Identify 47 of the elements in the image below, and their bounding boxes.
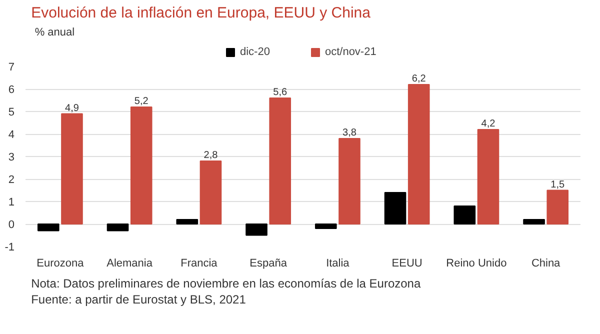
source-note: Fuente: a partir de Eurostat y BLS, 2021 xyxy=(31,292,246,306)
data-label: 4,9 xyxy=(65,102,80,114)
y-tick-label: 7 xyxy=(8,62,15,74)
bar xyxy=(61,113,83,224)
y-tick-label: -1 xyxy=(4,242,14,254)
data-label: 4,2 xyxy=(481,118,496,130)
data-label: 1,5 xyxy=(550,179,565,190)
x-tick-label: Alemania xyxy=(106,258,154,270)
bar xyxy=(523,219,545,224)
x-tick-label: España xyxy=(250,258,288,270)
bar xyxy=(546,190,569,224)
data-label: 6,2 xyxy=(412,74,426,84)
bar xyxy=(246,224,268,236)
data-label: 2,8 xyxy=(204,150,218,161)
data-label: 5,6 xyxy=(273,87,288,98)
y-tick-label: 0 xyxy=(8,219,15,231)
bar xyxy=(454,206,476,224)
bar xyxy=(314,224,337,229)
y-tick-label: 5 xyxy=(8,106,15,118)
bar xyxy=(106,224,129,232)
x-tick-label: Eurozona xyxy=(36,258,85,270)
bar xyxy=(338,138,360,224)
y-tick-label: 3 xyxy=(8,152,15,164)
bar xyxy=(477,129,500,224)
y-tick-label: 2 xyxy=(8,174,15,186)
x-tick-label: EEUU xyxy=(392,258,422,270)
bar xyxy=(200,160,222,224)
data-label: 3,8 xyxy=(342,128,357,138)
data-label: 5,2 xyxy=(134,96,149,107)
bar xyxy=(408,84,430,224)
bar xyxy=(37,224,60,232)
x-tick-label: China xyxy=(531,258,562,270)
text: Nota: Datos preliminares de noviembre en las economías de la Eurozona xyxy=(31,276,421,290)
chart-title: Evolución de la inflación en Europa, EEUU y China xyxy=(31,4,372,22)
bar xyxy=(130,106,152,224)
y-axis-title: % anual xyxy=(34,26,75,38)
bar xyxy=(176,219,198,224)
y-tick-label: 4 xyxy=(8,129,15,141)
x-tick-label: Reino Unido xyxy=(446,258,507,270)
bar xyxy=(269,98,292,224)
legend-label: dic-20 xyxy=(240,46,270,58)
y-tick-label: 1 xyxy=(8,196,15,208)
x-tick-label: Francia xyxy=(180,258,218,270)
bar xyxy=(384,192,406,224)
y-tick-label: 6 xyxy=(8,84,15,96)
legend-label: oct/nov-21 xyxy=(324,46,376,58)
x-tick-label: Italia xyxy=(326,258,350,270)
